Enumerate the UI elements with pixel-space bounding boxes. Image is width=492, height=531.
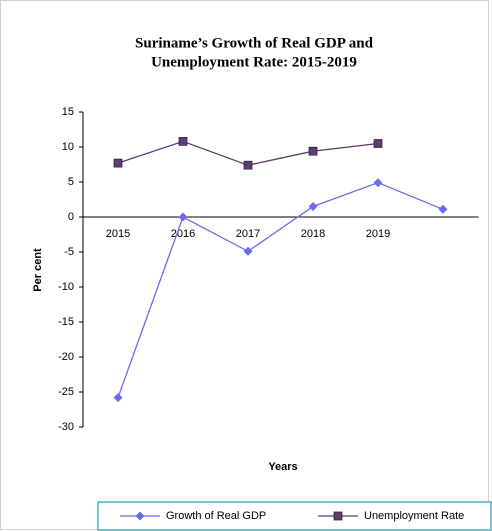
point [113,393,123,403]
y-tick-label: 10 [62,141,74,153]
point [243,160,253,170]
y-tick-label: -25 [58,386,74,398]
point [178,137,188,146]
point [178,212,188,222]
legend-label: Unemployment Rate [364,510,464,522]
y-axis-label: Per cent [32,248,44,292]
y-tick-label: -10 [58,281,74,293]
point [308,146,318,156]
x-tick-label: 2016 [171,228,195,240]
point [243,246,253,256]
y-tick-label: 5 [68,176,74,188]
point [373,139,383,148]
x-tick-label: 2017 [236,228,260,240]
point [333,511,343,521]
chart-title: Suriname’s Growth of Real GDP and [135,35,374,51]
y-tick-label: -15 [58,316,74,328]
point [308,202,318,211]
y-tick-label: 0 [68,211,74,223]
legend-label: Growth of Real GDP [166,510,266,522]
point [113,158,123,168]
x-tick-label: 2015 [106,228,130,240]
y-tick-label: 15 [62,106,74,118]
point [373,178,383,188]
legend-box [97,501,492,531]
series-line [117,182,444,398]
y-tick-label: -30 [58,421,74,433]
point [135,511,145,521]
point [438,204,448,214]
y-tick-label: -5 [64,246,74,258]
y-tick-label: -20 [58,351,74,363]
x-tick-label: 2018 [301,228,325,240]
x-axis-label: Years [268,461,297,473]
x-tick-label: 2019 [366,228,390,240]
chart-title: Unemployment Rate: 2015-2019 [151,54,357,70]
